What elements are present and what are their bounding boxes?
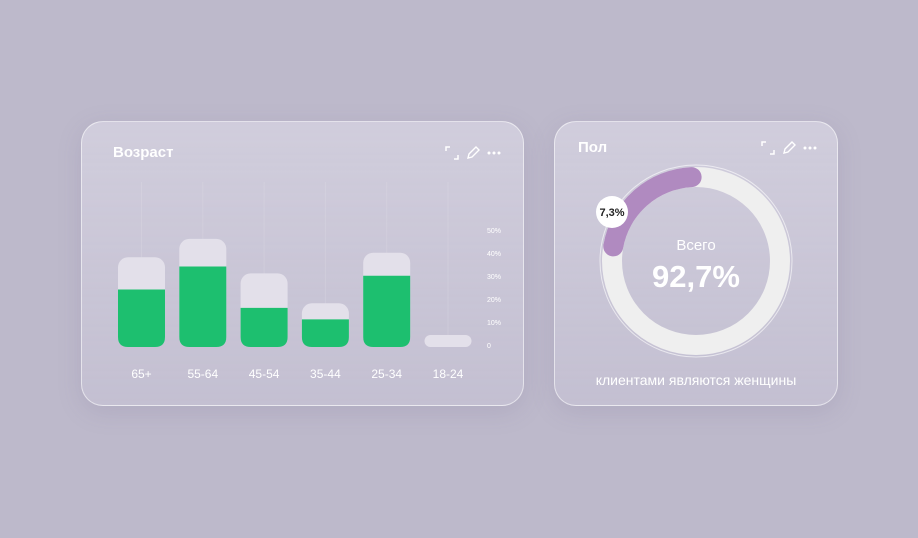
x-tick-label: 55-64	[187, 367, 218, 381]
pencil-icon[interactable]	[466, 146, 480, 160]
center-value: 92,7%	[652, 259, 740, 294]
more-icon[interactable]	[487, 146, 501, 160]
age-bar-chart: 65+ 55-64 45-54 35-44 25-34 18-24 50% 40% 30% 20%…	[118, 182, 501, 381]
gender-donut-chart: 7,3% Всего 92,7%	[596, 164, 793, 358]
x-tick-label: 65+	[131, 367, 151, 381]
bar-gridline	[324, 182, 326, 347]
minority-badge	[596, 196, 628, 228]
more-icon[interactable]	[803, 141, 817, 155]
y-tick-label: 10%	[487, 320, 501, 327]
y-tick-label: 0	[487, 343, 491, 350]
y-tick-label: 50%	[487, 228, 501, 235]
expand-icon[interactable]	[445, 146, 459, 160]
bar-value	[179, 266, 227, 347]
x-tick-label: 35-44	[310, 367, 341, 381]
y-tick-label: 20%	[487, 297, 501, 304]
bar-value	[118, 289, 165, 347]
y-tick-label: 40%	[487, 251, 501, 258]
gender-caption: клиентами являются женщины	[595, 372, 797, 388]
expand-icon[interactable]	[761, 141, 775, 155]
x-tick-label: 25-34	[371, 367, 402, 381]
gender-title: Пол	[578, 139, 608, 156]
donut-outline	[599, 164, 793, 358]
age-card: Возраст 65+ 55-64 45-54 35-44 25-34 18-24 50% 4…	[81, 121, 524, 406]
donut-slice-minority	[603, 167, 702, 257]
x-tick-label: 45-54	[249, 367, 280, 381]
bar-gridline	[447, 182, 449, 347]
age-title: Возраст	[113, 144, 174, 161]
bar-value	[240, 307, 288, 347]
bar-total	[424, 335, 472, 347]
pencil-icon[interactable]	[782, 141, 796, 155]
minority-badge-label: 7,3%	[599, 207, 624, 219]
x-tick-label: 18-24	[433, 367, 464, 381]
gender-card: Пол 7,3% Всего 92,7% клиентами являются …	[554, 121, 838, 406]
bar-value	[301, 319, 349, 347]
y-tick-label: 30%	[487, 274, 501, 281]
center-label: Всего	[676, 237, 715, 254]
bar-gridline	[263, 182, 265, 347]
bar-value	[363, 275, 411, 347]
